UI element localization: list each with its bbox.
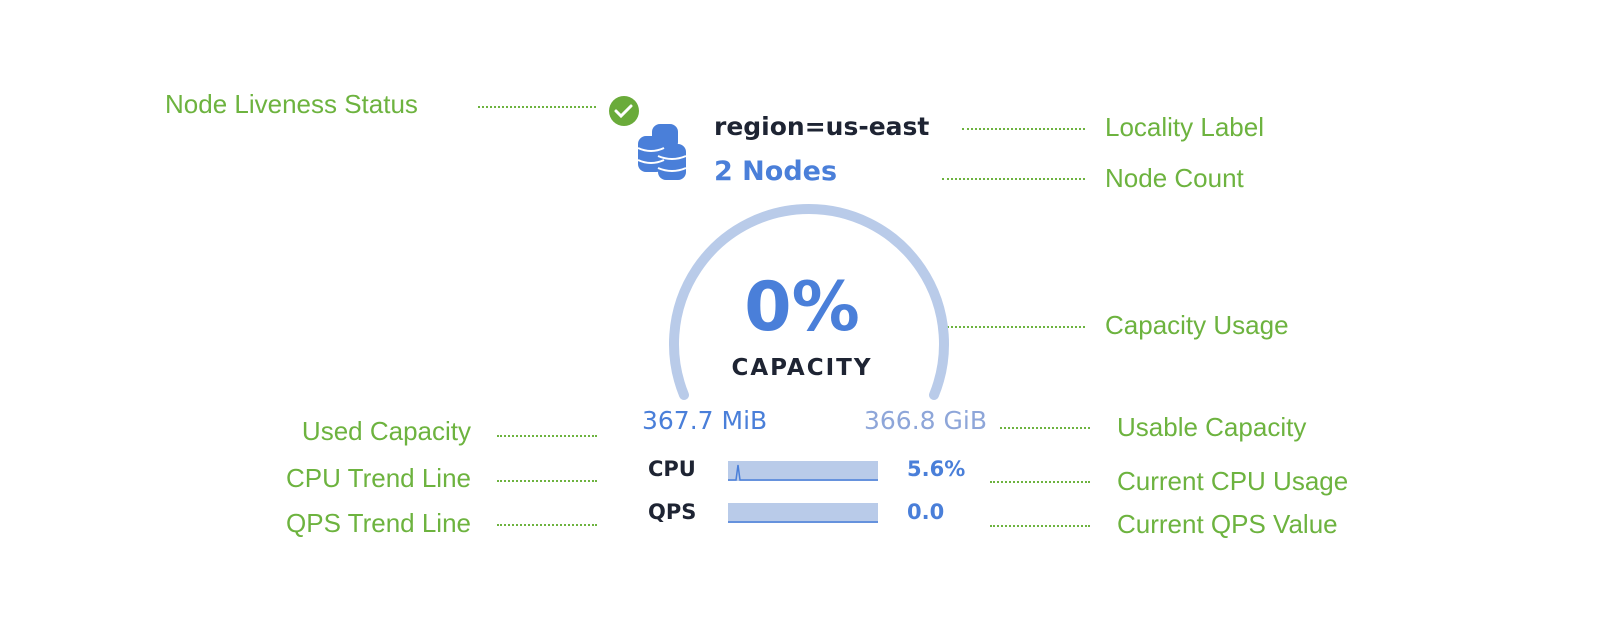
annotation-usable-capacity: Usable Capacity xyxy=(1117,412,1307,442)
used-capacity: 367.7 MiB xyxy=(642,406,768,435)
node-count[interactable]: 2 Nodes xyxy=(714,156,838,187)
usable-capacity: 366.8 GiB xyxy=(864,406,987,435)
locality-label: region=us-east xyxy=(714,112,930,141)
capacity-percent: 0% xyxy=(744,268,860,347)
cpu-label: CPU xyxy=(648,457,696,481)
leader-line xyxy=(1000,427,1090,429)
annotation-node-count: Node Count xyxy=(1105,163,1244,193)
annotation-locality: Locality Label xyxy=(1105,112,1264,142)
capacity-gauge xyxy=(669,204,949,400)
qps-sparkline xyxy=(728,503,878,523)
annotation-qps-trend: QPS Trend Line xyxy=(286,508,471,538)
annotation-current-qps: Current QPS Value xyxy=(1117,509,1338,539)
leader-line xyxy=(942,178,1085,180)
gauge-track xyxy=(669,204,949,400)
leader-line xyxy=(478,106,596,108)
annotation-used-capacity: Used Capacity xyxy=(301,416,471,446)
qps-label: QPS xyxy=(648,500,697,524)
leader-line xyxy=(990,481,1090,483)
annotation-current-cpu: Current CPU Usage xyxy=(1117,466,1349,496)
leader-line xyxy=(497,524,597,526)
leader-line xyxy=(497,435,597,437)
leader-line xyxy=(497,480,597,482)
capacity-label: CAPACITY xyxy=(731,355,873,381)
annotation-cpu-trend: CPU Trend Line xyxy=(286,463,471,493)
cpu-value: 5.6% xyxy=(907,457,966,481)
leader-line xyxy=(962,128,1085,130)
check-circle-icon xyxy=(609,96,639,126)
qps-value: 0.0 xyxy=(907,500,945,524)
annotation-capacity-usage: Capacity Usage xyxy=(1105,310,1289,340)
leader-line xyxy=(990,525,1090,527)
annotation-liveness: Node Liveness Status xyxy=(165,89,418,119)
database-stack-icon xyxy=(637,124,687,180)
leader-line xyxy=(942,326,1085,328)
cpu-sparkline xyxy=(728,461,878,481)
